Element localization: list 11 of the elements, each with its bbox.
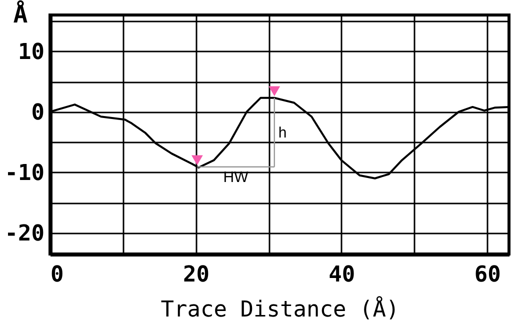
x-tick-label: 0 xyxy=(50,262,64,288)
y-tick-label: 0 xyxy=(31,100,44,126)
x-tick-label: 40 xyxy=(328,262,356,288)
y-axis-title: Å xyxy=(13,0,28,28)
y-tick-label: -20 xyxy=(4,221,44,246)
y-tick-label: -10 xyxy=(4,160,44,186)
annotation: h xyxy=(278,124,287,142)
x-axis-title: Trace Distance (Å) xyxy=(160,296,400,322)
x-tick-label: 20 xyxy=(182,262,210,288)
x-tick-label: 60 xyxy=(474,262,501,288)
y-tick-label: 10 xyxy=(18,40,44,65)
